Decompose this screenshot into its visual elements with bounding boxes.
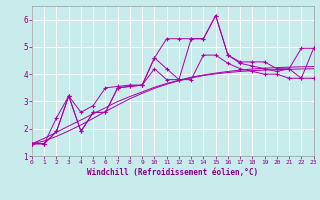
X-axis label: Windchill (Refroidissement éolien,°C): Windchill (Refroidissement éolien,°C) (87, 168, 258, 177)
